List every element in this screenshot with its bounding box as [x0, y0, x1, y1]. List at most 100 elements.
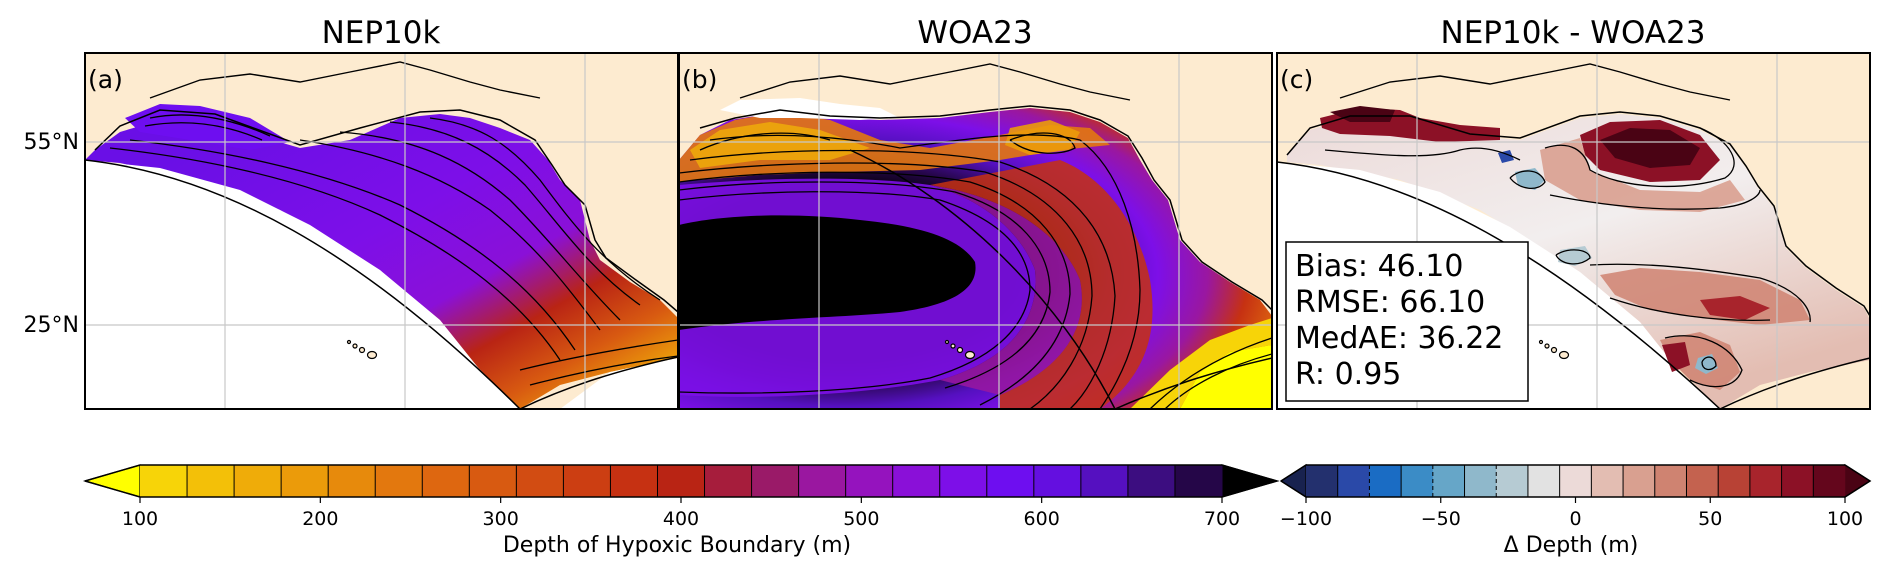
panel-c-coastline [1286, 111, 1870, 317]
panel-a-label: (a) [88, 65, 123, 94]
panel-a-map [85, 53, 678, 409]
panel-c-frame [1276, 52, 1871, 410]
panel-b-gyre-orange [1005, 120, 1080, 155]
delta-colorbar-extend-max [1844, 463, 1872, 499]
delta-colorbar-swatch [1401, 465, 1434, 497]
panel-c-arctic-coast [1339, 63, 1731, 101]
delta-colorbar-swatch [1749, 465, 1783, 497]
panel-c-domain-edge-2 [1719, 357, 1870, 409]
panel-b-coastline [699, 105, 1272, 311]
delta-colorbar-swatch [1781, 465, 1814, 497]
panel-a-nodata-right [560, 358, 678, 409]
depth-colorbar: 100 200 300 400 500 600 700 [82, 464, 1280, 530]
panel-c-hawaii [1538, 339, 1570, 360]
panel-b-domain-edge [849, 149, 1116, 409]
depth-colorbar-swatch [845, 465, 894, 497]
depth-colorbar-swatch [986, 465, 1035, 497]
panel-a-depth-field [85, 114, 678, 409]
panel-a-domain-edge [85, 159, 521, 409]
delta-colorbar-swatch [1654, 465, 1687, 497]
panel-c-contours [1324, 127, 1811, 388]
depth-colorbar-swatch [798, 465, 847, 497]
depth-colorbar-swatch [657, 465, 706, 497]
depth-colorbar-extend-min [82, 464, 141, 498]
panel-b-deep-core [679, 215, 976, 330]
delta-colorbar-swatch [1559, 465, 1592, 497]
panel-b-map [679, 53, 1272, 409]
depth-colorbar-swatch [892, 465, 941, 497]
depth-colorbar-tick-label: 300 [483, 508, 519, 530]
depth-colorbar-tick-label: 700 [1204, 508, 1240, 530]
panel-c-mid-band [1540, 138, 1745, 212]
depth-colorbar-swatch [610, 465, 658, 497]
delta-colorbar-swatch [1527, 465, 1561, 497]
panel-b-label: (b) [682, 65, 717, 94]
panel-title-nep10k: NEP10k [322, 15, 441, 51]
stats-box-frame [1285, 241, 1529, 402]
depth-colorbar-swatch [281, 465, 329, 497]
depth-colorbar-swatch [375, 465, 423, 497]
panel-b-gridlines [679, 53, 1272, 409]
depth-colorbar-swatch [939, 465, 988, 497]
panel-c-label: (c) [1280, 65, 1313, 94]
panel-b-hawaii [944, 339, 976, 360]
depth-colorbar-tick-label: 600 [1024, 508, 1060, 530]
panel-a-gridlines [85, 53, 678, 409]
delta-colorbar-swatch [1686, 465, 1719, 497]
depth-colorbar-swatch [1174, 465, 1223, 497]
depth-colorbar-swatch [751, 465, 800, 497]
delta-colorbar-swatch [1432, 465, 1466, 497]
panel-b-violet-ring [930, 185, 1082, 395]
delta-colorbar-swatch [1464, 465, 1497, 497]
panel-b-shallow-corner-2 [1130, 318, 1272, 409]
lat-label-55n: 55°N [24, 130, 79, 155]
depth-colorbar-swatch [704, 465, 753, 497]
depth-colorbar-tick-label: 200 [302, 508, 338, 530]
panel-c-positive-core [1600, 128, 1700, 168]
depth-colorbar-swatch [328, 465, 376, 497]
panel-b-red-ring [930, 160, 1153, 409]
panel-b-contours [679, 132, 1272, 409]
delta-colorbar-swatch [1813, 465, 1846, 497]
delta-colorbar-swatch [1591, 465, 1624, 497]
depth-colorbar-swatch [234, 465, 282, 497]
delta-colorbar-extend-min [1279, 463, 1307, 499]
depth-colorbar-swatch [1127, 465, 1176, 497]
delta-colorbar-tick-label: −100 [1280, 508, 1332, 530]
delta-colorbar-swatch [1718, 465, 1751, 497]
lat-label-25n: 25°N [24, 313, 79, 338]
depth-colorbar-swatch [469, 465, 517, 497]
panel-c-south-dark [1700, 296, 1770, 320]
panel-c-domain-edge [1277, 161, 1721, 409]
stats-box: Bias: 46.10 RMSE: 66.10 MedAE: 36.22 R: … [1285, 241, 1529, 402]
delta-colorbar: −100 −50 0 50 100 [1279, 463, 1872, 530]
panel-b-arctic-coast [739, 63, 1131, 101]
depth-colorbar-swatch [187, 465, 235, 497]
panel-c-positive-strip-dark [1330, 106, 1395, 122]
panel-a-nodata [85, 160, 520, 409]
delta-colorbar-swatch [1306, 465, 1339, 497]
stats-medae: MedAE: 36.22 [1295, 321, 1503, 356]
panel-b-domain-edge-2 [1114, 357, 1272, 409]
panel-title-woa23: WOA23 [917, 15, 1032, 51]
panel-a-domain-edge-2 [519, 356, 678, 409]
delta-colorbar-tick-label: 50 [1698, 508, 1722, 530]
depth-colorbar-swatch [563, 465, 611, 497]
delta-colorbar-tick-label: 100 [1827, 508, 1863, 530]
panel-b-north-band-deep [690, 122, 870, 168]
delta-colorbar-swatch [1496, 465, 1529, 497]
depth-colorbar-extend-max [1221, 464, 1280, 498]
delta-colorbar-swatch [1369, 465, 1402, 497]
delta-colorbar-label: Δ Depth (m) [1504, 533, 1639, 558]
delta-colorbar-swatch [1623, 465, 1656, 497]
panel-b-arctic-nodata [720, 98, 900, 120]
depth-colorbar-swatch [1080, 465, 1129, 497]
panel-title-difference: NEP10k - WOA23 [1441, 15, 1706, 51]
stats-rmse: RMSE: 66.10 [1295, 285, 1485, 320]
depth-colorbar-label: Depth of Hypoxic Boundary (m) [503, 533, 851, 558]
depth-colorbar-swatch [516, 465, 564, 497]
panel-a-contours [109, 114, 678, 386]
panel-a-hawaii [346, 339, 378, 360]
delta-colorbar-swatch [1337, 465, 1370, 497]
panel-c-gridlines [1277, 53, 1870, 409]
